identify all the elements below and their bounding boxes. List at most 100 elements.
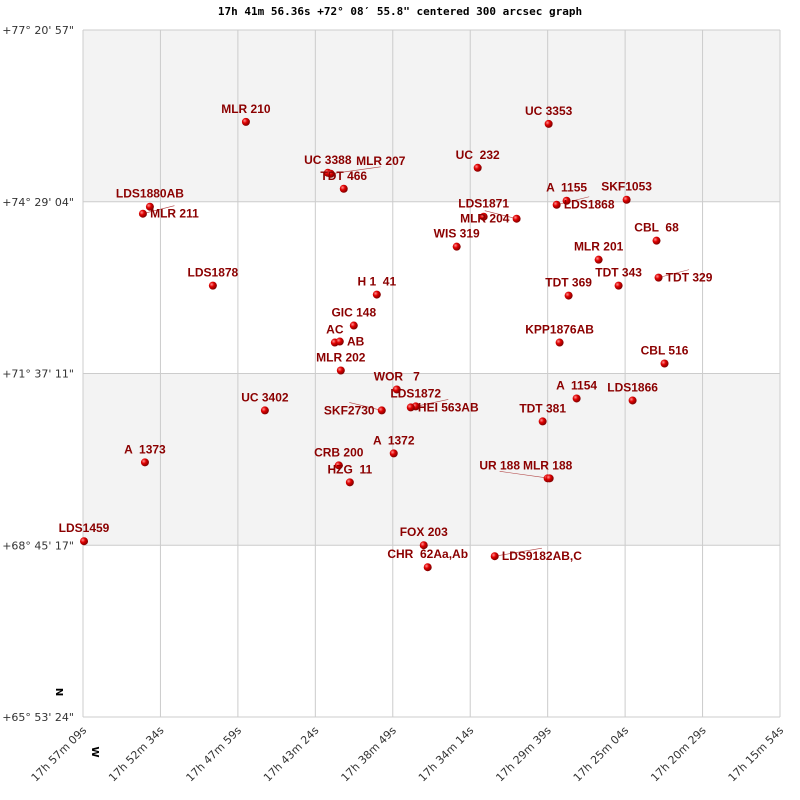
star-label: MLR 204 — [460, 212, 510, 226]
star-label: HZG 11 — [327, 462, 372, 476]
y-tick-label: +68° 45' 17" — [2, 539, 74, 552]
star-point — [544, 119, 553, 128]
star-label: MLR 211 — [150, 207, 199, 221]
x-tick-label: 17h 38m 49s — [339, 724, 400, 785]
star-label: UC 3402 — [241, 390, 289, 404]
star-label: MLR 207 — [356, 154, 406, 168]
star-label: KPP1876AB — [525, 323, 594, 337]
star-point — [479, 212, 488, 221]
star-label: CHR 62Aa,Ab — [387, 547, 468, 561]
star-label: A 1154 — [556, 378, 597, 392]
star-point — [138, 209, 147, 218]
star-point — [419, 541, 428, 550]
star-label: TDT 329 — [666, 271, 713, 285]
star-label: UR 188 — [479, 458, 520, 472]
star-label: A 1155 — [546, 181, 587, 195]
star-point — [389, 449, 398, 458]
x-tick-label: 17h 20m 29s — [648, 724, 709, 785]
star-label: LDS1868 — [564, 198, 615, 212]
star-label: LDS1872 — [390, 386, 441, 400]
star-point — [372, 290, 381, 299]
star-point — [339, 184, 348, 193]
star-label: CBL 68 — [634, 221, 679, 235]
star-point — [241, 117, 250, 126]
star-label: UC 3388 — [304, 153, 352, 167]
star-point — [628, 396, 637, 405]
star-point — [260, 406, 269, 415]
star-point — [473, 163, 482, 172]
star-label: LDS9182AB,C — [502, 549, 582, 563]
x-tick-label: 17h 25m 04s — [571, 724, 632, 785]
star-label: GIC 148 — [331, 306, 376, 320]
plot-band — [83, 30, 780, 202]
star-point — [614, 281, 623, 290]
star-label: FOX 203 — [400, 525, 448, 539]
star-label: LDS1880AB — [116, 187, 184, 201]
star-point — [552, 200, 561, 209]
star-point — [326, 169, 335, 178]
star-label: H 1 41 — [357, 275, 396, 289]
north-indicator: N — [53, 688, 64, 696]
star-label: UC 3353 — [525, 104, 573, 118]
chart-title: 17h 41m 56.36s +72° 08′ 55.8" centered 3… — [217, 5, 583, 18]
star-label: SKF2730 — [324, 403, 375, 417]
star-label: CRB 200 — [314, 445, 364, 459]
star-point — [406, 403, 415, 412]
star-label: MLR 201 — [574, 240, 624, 254]
x-tick-label: 17h 47m 59s — [184, 724, 245, 785]
x-tick-label: 17h 43m 24s — [261, 724, 322, 785]
star-point — [349, 321, 358, 330]
star-label: SKF1053 — [601, 180, 652, 194]
plot-band — [83, 373, 780, 546]
star-point — [208, 281, 217, 290]
x-tick-label: 17h 29m 39s — [493, 724, 554, 785]
x-tick-label: 17h 34m 14s — [416, 724, 477, 785]
star-point — [538, 417, 547, 426]
star-point — [652, 236, 661, 245]
star-point — [562, 196, 571, 205]
star-label: LDS1459 — [59, 521, 110, 535]
label-leader — [499, 471, 550, 479]
star-point — [423, 563, 432, 572]
x-tick-label: 17h 57m 09s — [29, 724, 90, 785]
x-tick-label: 17h 52m 34s — [106, 724, 167, 785]
star-label: A 1372 — [373, 433, 415, 447]
star-label: UC 232 — [456, 148, 500, 162]
star-label: TDT 343 — [595, 266, 642, 280]
label-leader — [658, 269, 690, 278]
label-leader — [484, 210, 517, 220]
star-point — [572, 394, 581, 403]
star-label: TDT 381 — [519, 401, 566, 415]
star-label: WIS 319 — [434, 227, 480, 241]
star-point — [140, 458, 149, 467]
star-point — [334, 461, 343, 470]
label-leader — [349, 402, 382, 411]
star-point — [660, 359, 669, 368]
star-point — [594, 255, 603, 264]
star-point — [345, 478, 354, 487]
y-tick-label: +74° 29' 04" — [2, 196, 74, 209]
star-point — [490, 552, 499, 561]
star-label: A 1373 — [124, 442, 166, 456]
star-label: HEI 563AB — [418, 400, 479, 414]
star-point — [336, 366, 345, 375]
star-point — [145, 202, 154, 211]
star-point — [564, 291, 573, 300]
label-leader — [330, 166, 381, 175]
star-point — [545, 474, 554, 483]
plot-band — [83, 201, 780, 374]
west-indicator: W — [89, 746, 100, 757]
star-label: MLR 188 — [523, 458, 573, 472]
x-tick-label: 17h 15m 54s — [726, 724, 787, 785]
star-point — [80, 537, 89, 546]
star-label: MLR 210 — [221, 102, 271, 116]
star-label: MLR 202 — [316, 350, 366, 364]
star-label: AC — [326, 323, 344, 337]
star-point — [654, 273, 663, 282]
star-label: LDS1866 — [607, 380, 658, 394]
star-label: CBL 516 — [641, 344, 689, 358]
star-point — [452, 242, 461, 251]
y-tick-label: +71° 37' 11" — [2, 368, 74, 381]
star-label: TDT 466 — [320, 169, 367, 183]
